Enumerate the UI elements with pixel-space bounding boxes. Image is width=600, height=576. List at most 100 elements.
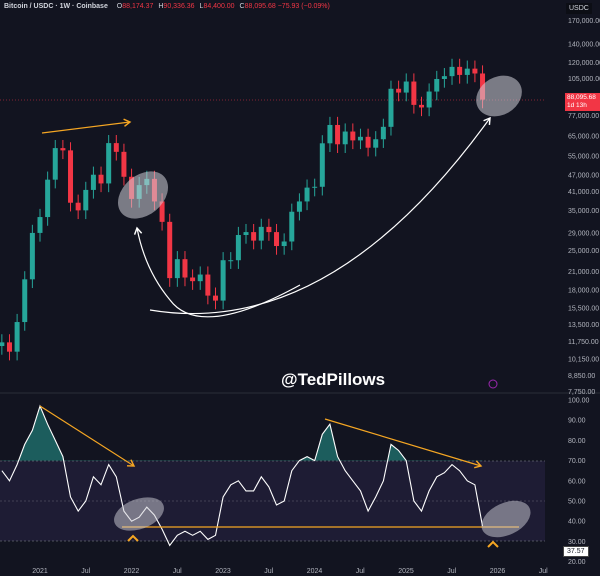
candle-body bbox=[434, 78, 440, 92]
candle bbox=[365, 128, 371, 157]
price-tick-label: 13,500.00 bbox=[568, 322, 599, 329]
candle bbox=[90, 166, 96, 199]
rsi-highlight-ellipse-2 bbox=[481, 500, 531, 538]
candle bbox=[228, 252, 234, 269]
candle-body bbox=[167, 221, 173, 279]
rsi-tick-label: 90.00 bbox=[568, 418, 586, 425]
candle bbox=[52, 139, 58, 189]
last-price: 88,095.68 bbox=[567, 94, 596, 101]
candle-body bbox=[258, 226, 264, 241]
candle bbox=[289, 203, 295, 251]
price-tick-label: 41,000.00 bbox=[568, 189, 599, 196]
time-tick-label: Jul bbox=[173, 568, 182, 575]
candle-body bbox=[335, 124, 341, 145]
candle-body bbox=[403, 81, 409, 93]
rsi-tick-label: 30.00 bbox=[568, 539, 586, 546]
candle-body bbox=[197, 274, 203, 282]
candle bbox=[75, 194, 81, 220]
candle bbox=[457, 58, 463, 84]
candle bbox=[121, 143, 127, 186]
candle-body bbox=[457, 66, 463, 75]
candle-body bbox=[14, 322, 20, 352]
rsi-tick-label: 70.00 bbox=[568, 458, 586, 465]
candle bbox=[304, 179, 310, 211]
candle-body bbox=[419, 104, 424, 108]
candles bbox=[0, 58, 486, 361]
candle bbox=[205, 266, 211, 305]
candle bbox=[167, 213, 173, 287]
caret-up-icon bbox=[127, 534, 139, 542]
open-label: O bbox=[116, 3, 123, 10]
candle bbox=[472, 60, 478, 83]
lightning-icon[interactable] bbox=[488, 379, 498, 389]
price-tick-label: 105,000.00 bbox=[568, 76, 600, 83]
candle bbox=[182, 251, 188, 287]
price-tick-label: 55,000.00 bbox=[568, 154, 599, 161]
candle-body bbox=[83, 189, 89, 211]
candle-body bbox=[159, 201, 165, 222]
candle bbox=[327, 116, 333, 153]
price-tick-label: 18,000.00 bbox=[568, 288, 599, 295]
rsi-divergence-arrow-1 bbox=[39, 405, 136, 467]
time-tick-label: 2025 bbox=[398, 568, 414, 575]
candle-body bbox=[0, 342, 5, 347]
symbol-title[interactable]: Bitcoin / USDC · 1W · Coinbase bbox=[4, 3, 108, 10]
candle-body bbox=[174, 259, 180, 279]
candle bbox=[60, 139, 66, 160]
price-axis[interactable]: 170,000.00 140,000.00 120,000.00 105,000.00… bbox=[568, 18, 600, 396]
price-tick-label: 170,000.00 bbox=[568, 18, 600, 25]
low-value: 84,400.00 bbox=[203, 3, 235, 10]
candle-body bbox=[52, 148, 58, 180]
time-axis[interactable]: 2021 Jul 2022 Jul 2023 Jul 2024 Jul 2025 Jul 2026 J… bbox=[32, 568, 548, 575]
candle-body bbox=[365, 136, 371, 148]
time-tick-label: Jul bbox=[264, 568, 273, 575]
candle-body bbox=[281, 241, 287, 247]
rsi-tick-label: 40.00 bbox=[568, 519, 586, 526]
highlight-ellipse-2022 bbox=[117, 171, 169, 219]
candle-body bbox=[243, 232, 249, 236]
price-tick-label: 65,000.00 bbox=[568, 134, 599, 141]
candle bbox=[251, 223, 257, 250]
candle-body bbox=[6, 342, 12, 352]
candle bbox=[411, 73, 417, 114]
open-value: 88,174.37 bbox=[122, 3, 154, 10]
candle bbox=[434, 70, 440, 101]
candle-body bbox=[212, 295, 218, 301]
close-label: C bbox=[239, 3, 245, 10]
candle-body bbox=[319, 143, 325, 187]
candle-body bbox=[106, 143, 112, 184]
high-label: H bbox=[158, 3, 164, 10]
rsi-divergence-arrow-2 bbox=[324, 418, 483, 469]
candle bbox=[220, 252, 226, 310]
candle-body bbox=[235, 235, 241, 261]
candle bbox=[281, 233, 287, 255]
candle-body bbox=[228, 260, 234, 262]
price-tick-label: 11,750.00 bbox=[568, 339, 599, 346]
candle bbox=[29, 224, 35, 289]
candle bbox=[449, 58, 455, 85]
candle bbox=[22, 271, 28, 331]
candle bbox=[113, 134, 119, 161]
rsi-axis[interactable]: 100.00 90.00 80.00 70.00 60.00 50.00 40.00 30.0… bbox=[568, 398, 590, 567]
price-tick-label: 120,000.00 bbox=[568, 60, 600, 67]
time-tick-label: Jul bbox=[356, 568, 365, 575]
candle-body bbox=[411, 81, 417, 105]
currency-label[interactable]: USDC bbox=[566, 3, 592, 14]
candle bbox=[357, 128, 363, 150]
price-tick-label: 10,150.00 bbox=[568, 356, 599, 363]
candle-body bbox=[441, 76, 447, 79]
rsi-tick-label: 50.00 bbox=[568, 499, 586, 506]
candle-body bbox=[29, 232, 35, 280]
price-tick-label: 25,000.00 bbox=[568, 248, 599, 255]
candle-body bbox=[60, 148, 66, 151]
candle bbox=[258, 218, 264, 250]
price-tick-label: 29,000.00 bbox=[568, 230, 599, 237]
candle bbox=[98, 166, 104, 193]
last-price-tag: 88,095.68 1d 13h bbox=[565, 93, 600, 111]
candle bbox=[37, 208, 43, 242]
candle bbox=[388, 80, 394, 136]
rsi-line bbox=[1, 404, 484, 547]
candle-body bbox=[190, 277, 196, 282]
